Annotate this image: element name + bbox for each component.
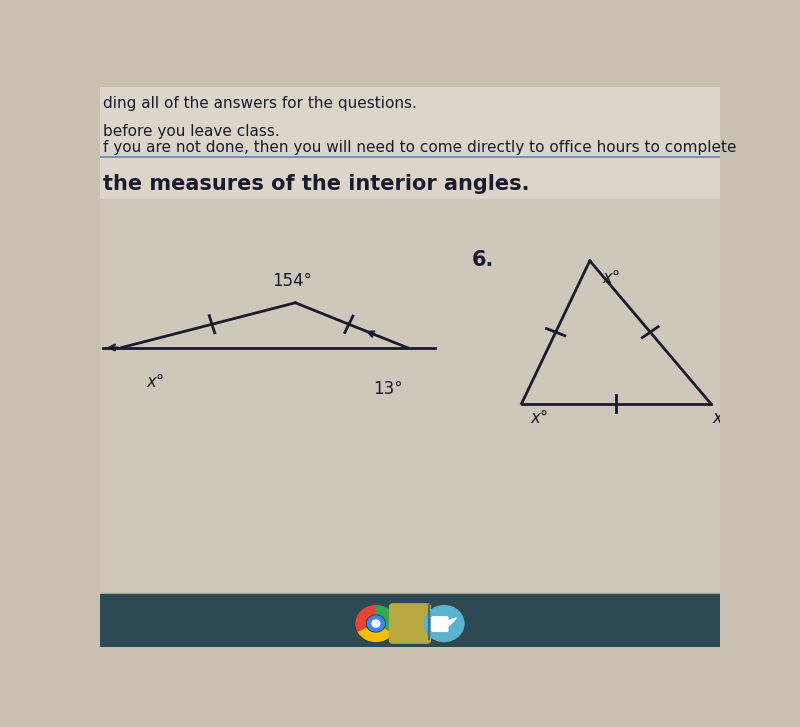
Text: x: x	[713, 409, 722, 427]
Text: 6.: 6.	[472, 249, 494, 270]
Circle shape	[424, 606, 464, 641]
Text: x°: x°	[531, 409, 549, 427]
Wedge shape	[376, 606, 396, 632]
Text: before you leave class.: before you leave class.	[103, 124, 280, 139]
Bar	[100, 199, 720, 591]
Wedge shape	[356, 606, 376, 632]
Text: 154°: 154°	[272, 273, 312, 291]
Text: x°: x°	[602, 269, 621, 287]
Polygon shape	[448, 618, 457, 627]
Bar	[100, 87, 720, 199]
Text: 13°: 13°	[374, 380, 403, 398]
Text: the measures of the interior angles.: the measures of the interior angles.	[103, 174, 530, 194]
Text: ding all of the answers for the questions.: ding all of the answers for the question…	[103, 96, 417, 111]
Text: x°: x°	[146, 373, 165, 390]
Text: f you are not done, then you will need to come directly to office hours to compl: f you are not done, then you will need t…	[103, 140, 737, 156]
Bar	[100, 594, 720, 647]
Circle shape	[367, 616, 384, 631]
FancyBboxPatch shape	[390, 604, 430, 643]
Wedge shape	[358, 628, 393, 641]
FancyBboxPatch shape	[432, 616, 448, 631]
Circle shape	[372, 620, 380, 627]
